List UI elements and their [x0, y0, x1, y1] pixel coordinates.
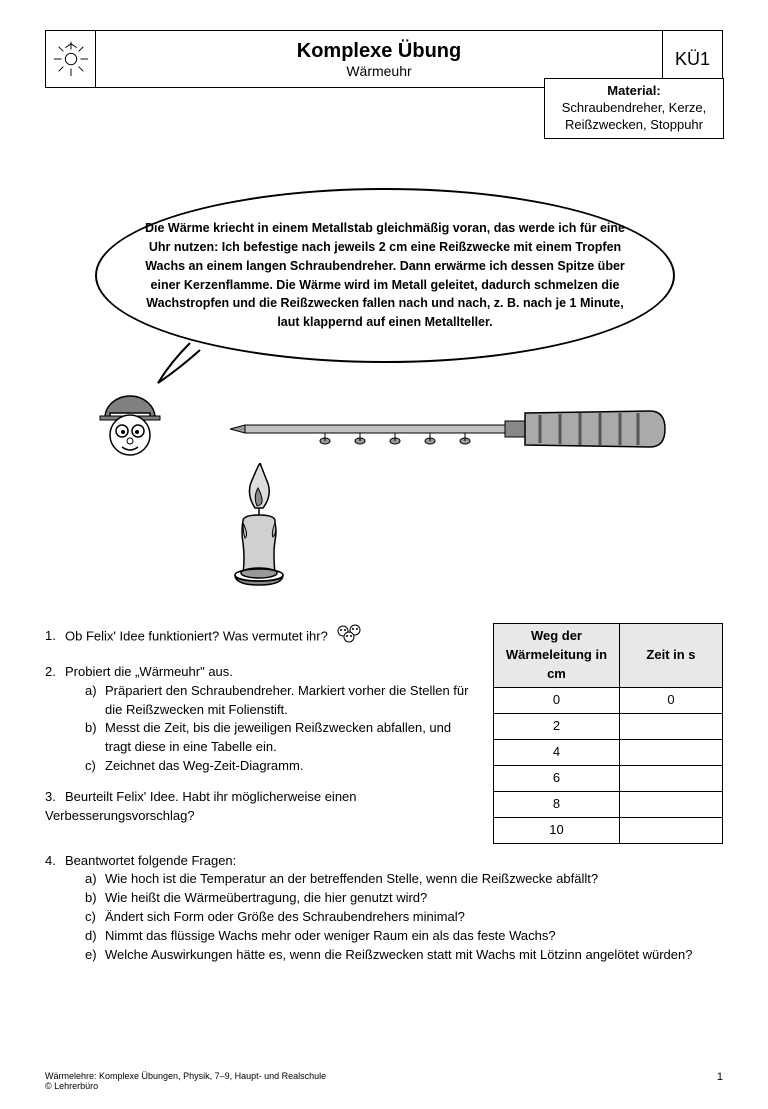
q2c-t: Zeichnet das Weg-Zeit-Diagramm. [105, 757, 303, 776]
q1-num: 1. [45, 627, 65, 646]
speech-bubble-area: Die Wärme kriecht in einem Metallstab gl… [45, 188, 723, 378]
page-number: 1 [717, 1071, 723, 1091]
q4b-t: Wie heißt die Wärmeübertragung, die hier… [105, 889, 427, 908]
table-row: 4 [494, 739, 723, 765]
q2-num: 2. [45, 663, 65, 682]
q4e-t: Welche Auswirkungen hätte es, wenn die R… [105, 946, 692, 965]
table-header-2: Zeit in s [619, 624, 722, 688]
page-footer: Wärmelehre: Komplexe Übungen, Physik, 7–… [45, 1071, 723, 1091]
q2-text: Probiert die „Wärmeuhr" aus. [65, 664, 233, 679]
data-table: Weg der Wärmeleitung in cm Zeit in s 00 … [493, 623, 723, 844]
page-subtitle: Wärmeuhr [346, 63, 411, 79]
questions-section: 1.Ob Felix' Idee funktioniert? Was vermu… [45, 623, 723, 965]
q4c-l: c) [85, 908, 105, 927]
speech-bubble: Die Wärme kriecht in einem Metallstab gl… [95, 188, 675, 363]
q2c-l: c) [85, 757, 105, 776]
question-1: 1.Ob Felix' Idee funktioniert? Was vermu… [45, 623, 478, 651]
character-head-icon [90, 383, 170, 463]
q2a-t: Präpariert den Schraubendreher. Markiert… [105, 682, 478, 720]
q1-text: Ob Felix' Idee funktioniert? Was vermute… [65, 628, 328, 643]
sun-icon-box [46, 31, 96, 87]
question-3: 3.Beurteilt Felix' Idee. Habt ihr möglic… [45, 788, 478, 826]
material-items: Schraubendreher, Kerze, Reißzwecken, Sto… [562, 100, 707, 132]
q4e-l: e) [85, 946, 105, 965]
footer-line2: © Lehrerbüro [45, 1081, 326, 1091]
footer-line1: Wärmelehre: Komplexe Übungen, Physik, 7–… [45, 1071, 326, 1081]
table-row: 10 [494, 817, 723, 843]
q4-num: 4. [45, 852, 65, 871]
group-icon [335, 623, 365, 651]
candle-icon [225, 463, 295, 613]
bubble-text: Die Wärme kriecht in einem Metallstab gl… [142, 219, 628, 332]
table-row: 6 [494, 765, 723, 791]
q2a-l: a) [85, 682, 105, 720]
table-row: 8 [494, 791, 723, 817]
table-row: 00 [494, 687, 723, 713]
q2b-t: Messt die Zeit, bis die jeweiligen Reißz… [105, 719, 478, 757]
q4a-t: Wie hoch ist die Temperatur an der betre… [105, 870, 598, 889]
question-4: 4.Beantwortet folgende Fragen: a)Wie hoc… [45, 852, 723, 965]
table-header-1: Weg der Wärmeleitung in cm [494, 624, 620, 688]
bubble-tail-icon [150, 338, 210, 388]
material-label: Material: [607, 83, 660, 98]
screwdriver-icon [230, 403, 670, 463]
q2b-l: b) [85, 719, 105, 757]
q3-text: Beurteilt Felix' Idee. Habt ihr mögliche… [45, 789, 357, 823]
q4a-l: a) [85, 870, 105, 889]
q4b-l: b) [85, 889, 105, 908]
q4-text: Beantwortet folgende Fragen: [65, 853, 236, 868]
q4d-l: d) [85, 927, 105, 946]
q4c-t: Ändert sich Form oder Größe des Schraube… [105, 908, 465, 927]
q3-num: 3. [45, 788, 65, 807]
table-row: 2 [494, 713, 723, 739]
material-box: Material: Schraubendreher, Kerze, Reißzw… [544, 78, 724, 139]
q4d-t: Nimmt das flüssige Wachs mehr oder wenig… [105, 927, 556, 946]
question-2: 2.Probiert die „Wärmeuhr" aus. a)Präpari… [45, 663, 478, 776]
sun-icon [52, 40, 90, 78]
page-title: Komplexe Übung [297, 40, 461, 63]
illustration-area [45, 383, 723, 613]
